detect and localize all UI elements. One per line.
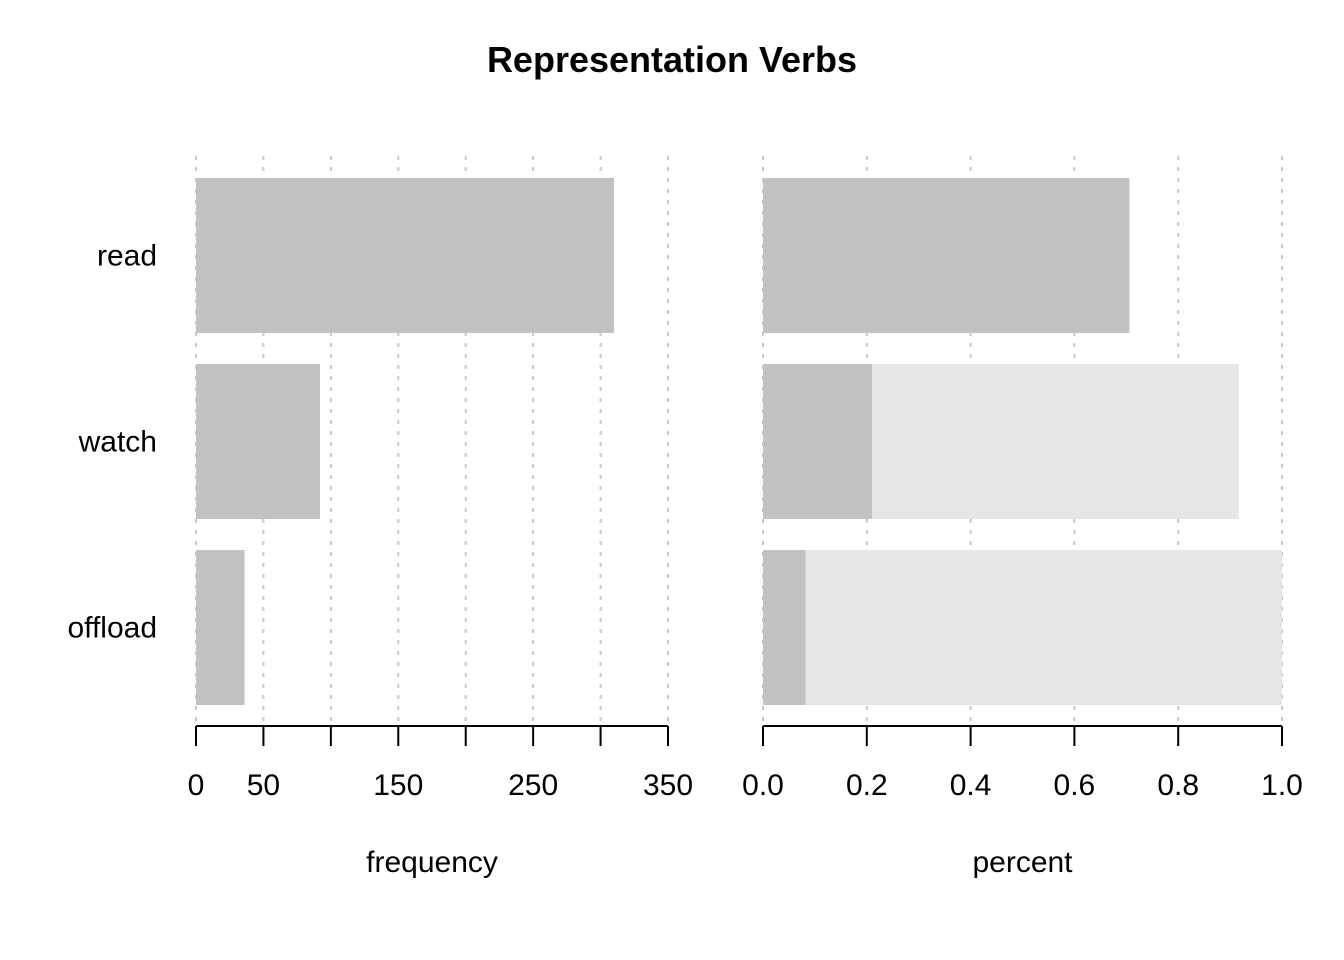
percent-panel-tick-label-1: 0.2: [846, 769, 888, 802]
frequency-panel-tick-label-7: 350: [643, 769, 693, 802]
frequency-panel-tick-label-3: 150: [373, 769, 423, 802]
percent-panel-tick-label-5: 1.0: [1261, 769, 1303, 802]
percent-panel-bar-offload-s1: [763, 550, 806, 705]
category-label-read: read: [97, 240, 157, 273]
percent-panel-tick-label-3: 0.6: [1054, 769, 1096, 802]
category-label-watch: watch: [78, 426, 157, 459]
frequency-panel-tick-label-0: 0: [188, 769, 205, 802]
frequency-panel-tick-label-5: 250: [508, 769, 558, 802]
percent-panel-axis-label: percent: [972, 846, 1073, 879]
frequency-panel-bar-watch: [196, 364, 321, 519]
chart-title: Representation Verbs: [487, 39, 857, 80]
frequency-panel-axis-label: frequency: [366, 846, 498, 879]
frequency-panel: 0 50 150 250 350 frequency: [188, 156, 693, 879]
percent-panel-tick-label-2: 0.4: [950, 769, 992, 802]
frequency-panel-bar-read: [196, 178, 615, 333]
frequency-panel-tick-label-1: 50: [247, 769, 280, 802]
percent-panel-tick-label-0: 0.0: [742, 769, 784, 802]
percent-panel-tick-label-4: 0.8: [1157, 769, 1199, 802]
percent-panel-bar-offload-s0: [763, 550, 1282, 705]
frequency-panel-bar-offload: [196, 550, 245, 705]
category-labels: read watch offload: [67, 240, 157, 645]
percent-panel-bar-read-s1: [763, 178, 1130, 333]
category-label-offload: offload: [67, 612, 157, 645]
percent-panel: 0.0 0.2 0.4 0.6 0.8 1.0 percent: [742, 156, 1303, 879]
percent-panel-bar-watch-s1: [763, 364, 872, 519]
